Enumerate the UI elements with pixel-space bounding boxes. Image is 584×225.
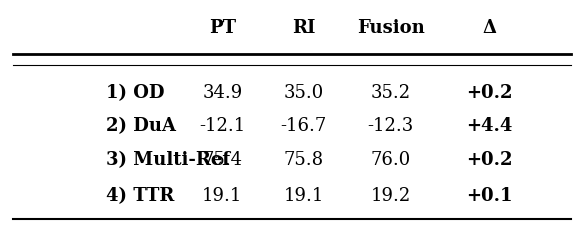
Text: 75.4: 75.4 <box>202 150 242 168</box>
Text: 19.1: 19.1 <box>202 186 242 204</box>
Text: 1) OD: 1) OD <box>106 83 165 101</box>
Text: -12.3: -12.3 <box>368 117 414 135</box>
Text: -12.1: -12.1 <box>199 117 245 135</box>
Text: 19.2: 19.2 <box>371 186 411 204</box>
Text: 35.2: 35.2 <box>371 83 411 101</box>
Text: 76.0: 76.0 <box>371 150 411 168</box>
Text: +0.1: +0.1 <box>467 186 513 204</box>
Text: +0.2: +0.2 <box>467 150 513 168</box>
Text: Fusion: Fusion <box>357 19 425 37</box>
Text: +4.4: +4.4 <box>467 117 513 135</box>
Text: PT: PT <box>208 19 236 37</box>
Text: 19.1: 19.1 <box>283 186 324 204</box>
Text: +0.2: +0.2 <box>467 83 513 101</box>
Text: 3) Multi-Ref: 3) Multi-Ref <box>106 150 230 168</box>
Text: RI: RI <box>292 19 315 37</box>
Text: 75.8: 75.8 <box>284 150 324 168</box>
Text: Δ: Δ <box>482 19 496 37</box>
Text: 34.9: 34.9 <box>202 83 242 101</box>
Text: 4) TTR: 4) TTR <box>106 186 175 204</box>
Text: -16.7: -16.7 <box>280 117 327 135</box>
Text: 2) DuA: 2) DuA <box>106 117 176 135</box>
Text: 35.0: 35.0 <box>283 83 324 101</box>
